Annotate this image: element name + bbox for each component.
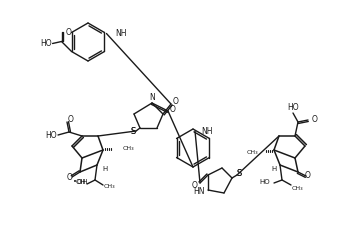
Text: O: O bbox=[192, 182, 198, 190]
Text: HO: HO bbox=[45, 130, 57, 140]
Text: CH₃: CH₃ bbox=[246, 149, 258, 155]
Text: CH₃: CH₃ bbox=[291, 185, 303, 190]
Text: CH₃: CH₃ bbox=[103, 185, 115, 189]
Text: •OH: •OH bbox=[73, 179, 87, 185]
Text: HN: HN bbox=[193, 187, 205, 197]
Text: NH: NH bbox=[115, 29, 127, 38]
Text: O: O bbox=[173, 97, 179, 105]
Text: HO: HO bbox=[287, 103, 299, 112]
Text: O: O bbox=[67, 173, 73, 183]
Text: N: N bbox=[149, 94, 155, 103]
Text: S: S bbox=[236, 169, 241, 179]
Text: O: O bbox=[68, 116, 74, 124]
Text: O: O bbox=[305, 171, 311, 181]
Text: S: S bbox=[130, 126, 135, 136]
Text: O: O bbox=[66, 28, 71, 37]
Text: H: H bbox=[271, 166, 277, 172]
Text: HO: HO bbox=[259, 179, 270, 185]
Text: H: H bbox=[102, 166, 107, 172]
Text: S: S bbox=[236, 169, 241, 179]
Text: O: O bbox=[312, 116, 318, 124]
Text: CH₃: CH₃ bbox=[123, 145, 135, 150]
Text: NH: NH bbox=[201, 127, 212, 137]
Text: O: O bbox=[170, 104, 176, 114]
Text: OH: OH bbox=[75, 179, 86, 185]
Text: S: S bbox=[130, 126, 135, 136]
Text: HO: HO bbox=[41, 39, 52, 48]
